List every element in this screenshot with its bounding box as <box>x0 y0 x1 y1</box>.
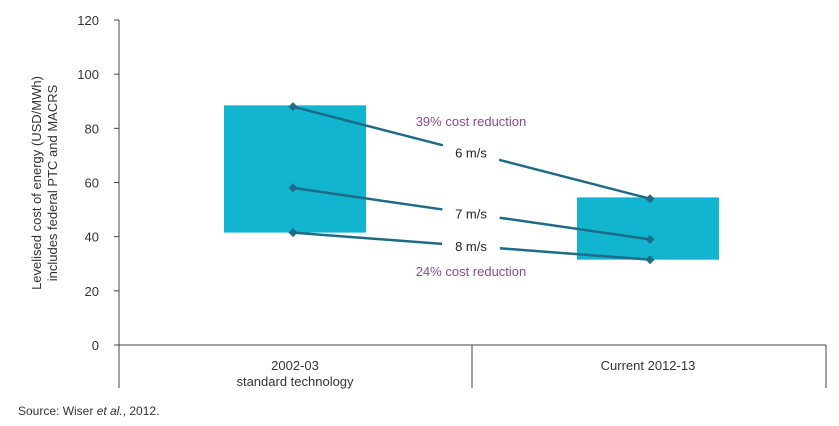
range-bar <box>224 105 366 233</box>
series-lines <box>288 102 655 265</box>
source-italic: et al. <box>96 404 123 418</box>
axes: 0 20 40 60 80 100 120 <box>77 13 827 388</box>
y-axis-label: includes federal PTC and MACRS <box>45 84 60 281</box>
series-line-segment <box>292 231 443 246</box>
y-axis-label: Levelised cost of energy (USD/MWh) <box>29 76 44 290</box>
series-label: 8 m/s <box>455 239 487 254</box>
annotation-top: 39% cost reduction <box>416 114 527 129</box>
source-note: Source: Wiser et al., 2012. <box>18 404 159 418</box>
y-tick-label: 20 <box>85 284 99 299</box>
series-line-segment <box>292 186 443 211</box>
category-label: Current 2012-13 <box>601 358 696 373</box>
category-sublabel: standard technology <box>236 374 354 389</box>
y-tick-label: 100 <box>77 67 99 82</box>
y-tick-label: 80 <box>85 121 99 136</box>
series-point <box>645 255 655 265</box>
y-tick-label: 120 <box>77 13 99 28</box>
y-tick-label: 40 <box>85 230 99 245</box>
range-bars <box>224 105 719 260</box>
y-tick-label: 60 <box>85 176 99 191</box>
annotation-bottom: 24% cost reduction <box>416 264 527 279</box>
series-point <box>288 228 298 238</box>
source-prefix: Source: Wiser <box>18 404 97 418</box>
range-bar <box>577 197 719 260</box>
series-label: 7 m/s <box>455 207 487 222</box>
category-label: 2002-03 <box>271 358 319 373</box>
series-point <box>288 102 298 112</box>
chart-labels: Levelised cost of energy (USD/MWh) includ… <box>29 76 695 389</box>
series-point <box>645 194 655 204</box>
series-line-segment <box>498 158 651 200</box>
source-suffix: , 2012. <box>122 404 160 418</box>
series-line-segment <box>499 216 651 241</box>
series-label: 6 m/s <box>455 146 487 161</box>
series-point <box>288 183 298 193</box>
series-point <box>645 234 655 244</box>
y-tick-label: 0 <box>92 338 99 353</box>
series-line-segment <box>499 247 651 261</box>
series-line-segment <box>292 105 444 147</box>
